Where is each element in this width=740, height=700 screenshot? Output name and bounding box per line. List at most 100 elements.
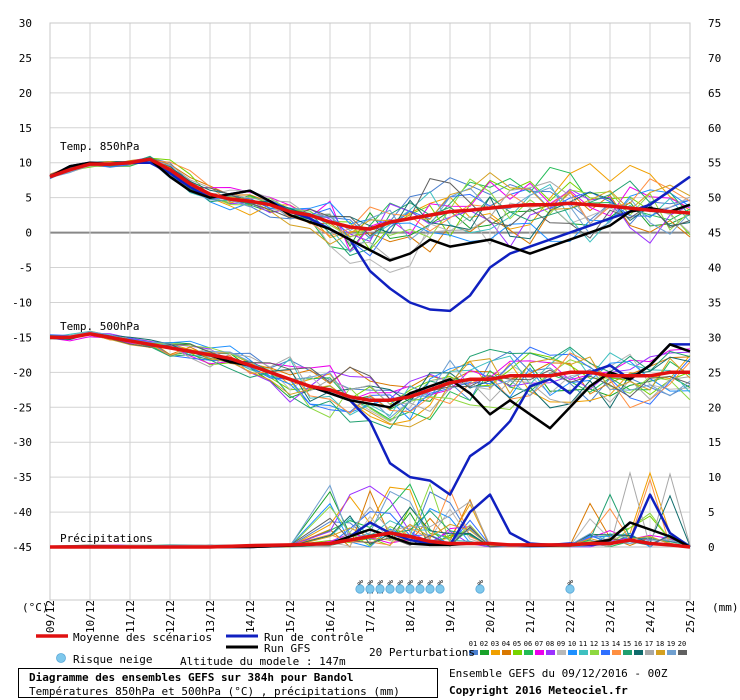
main-series — [49, 157, 691, 549]
perturbation-code: 08 — [546, 640, 554, 648]
perturbation-code: 17 — [645, 640, 653, 648]
snow-risk-row: 5%10%10%5%5%5%5%5%5%5%5% — [355, 580, 575, 594]
perturbation-code: 13 — [601, 640, 609, 648]
left-tick-label: -30 — [12, 436, 32, 449]
plot-frame — [49, 22, 691, 601]
right-tick-label: 10 — [708, 471, 721, 484]
perturbation-swatch — [612, 650, 621, 655]
panel-label: Temp. 850hPa — [60, 140, 139, 153]
mean-line-t500 — [50, 332, 690, 403]
left-tick-label: -20 — [12, 366, 32, 379]
perturbation-code: 02 — [480, 640, 488, 648]
perturbation-swatch — [524, 650, 533, 655]
snowflake-icon — [355, 584, 365, 594]
perturbation-code: 07 — [535, 640, 543, 648]
altitude-label: Altitude du modele : 147m — [180, 655, 346, 668]
perturbation-code: 11 — [579, 640, 587, 648]
left-tick-label: -35 — [12, 471, 32, 484]
date-label: 16/12 — [324, 600, 337, 633]
perturbation-swatch — [557, 650, 566, 655]
right-tick-label: 5 — [708, 506, 715, 519]
snowflake-icon — [475, 584, 485, 594]
perturbation-swatch — [546, 650, 555, 655]
right-tick-label: 65 — [708, 87, 721, 100]
perturbation-swatch — [645, 650, 654, 655]
panel-label: Précipitations — [60, 532, 153, 545]
date-label: 18/12 — [404, 600, 417, 633]
snowflake-icon — [365, 584, 375, 594]
right-tick-label: 70 — [708, 52, 721, 65]
snowflake-icon — [375, 584, 385, 594]
copyright-label: Copyright 2016 Meteociel.fr — [449, 684, 628, 697]
left-tick-label: -15 — [12, 331, 32, 344]
date-label: 09/12 — [44, 600, 57, 633]
date-label: 17/12 — [364, 600, 377, 633]
perturbations-label: 20 Perturbations — [369, 646, 475, 659]
gfs-run-line-t850 — [49, 157, 691, 262]
snowflake-icon — [425, 584, 435, 594]
snowflake-icon — [395, 584, 405, 594]
date-label: 25/12 — [684, 600, 697, 633]
perturbation-code: 20 — [678, 640, 686, 648]
footer-box: Diagramme des ensembles GEFS sur 384h po… — [18, 668, 438, 698]
date-label: 12/12 — [164, 600, 177, 633]
left-tick-label: 0 — [25, 227, 32, 240]
perturbation-code: 15 — [623, 640, 631, 648]
perturbation-swatch — [579, 650, 588, 655]
legend-snowflake-icon — [56, 653, 66, 663]
snowflake-icon — [405, 584, 415, 594]
left-tick-label: -40 — [12, 506, 32, 519]
perturbation-code: 12 — [590, 640, 598, 648]
date-label: 10/12 — [84, 600, 97, 633]
perturbation-code: 18 — [656, 640, 664, 648]
perturbation-swatch — [480, 650, 489, 655]
right-tick-label: 15 — [708, 436, 721, 449]
right-tick-label: 60 — [708, 122, 721, 135]
left-unit-label: (°C) — [22, 601, 49, 614]
ensemble-run-label: Ensemble GEFS du 09/12/2016 - 00Z — [449, 667, 668, 680]
perturbation-swatch — [601, 650, 610, 655]
date-label: 20/12 — [484, 600, 497, 633]
snowflake-icon — [435, 584, 445, 594]
perturbation-swatch — [634, 650, 643, 655]
perturbation-swatch — [513, 650, 522, 655]
chart-axes: 302520151050-5-10-15-20-25-30-35-40-4575… — [12, 17, 738, 633]
perturbation-swatch — [623, 650, 632, 655]
left-tick-label: -5 — [19, 262, 32, 275]
perturbation-swatch — [590, 650, 599, 655]
left-tick-label: 15 — [19, 122, 32, 135]
perturbation-code: 04 — [502, 640, 510, 648]
perturbation-swatch — [491, 650, 500, 655]
perturbation-line — [49, 334, 691, 422]
perturbation-code: 03 — [491, 640, 499, 648]
left-tick-label: 30 — [19, 17, 32, 30]
perturbation-code: 05 — [513, 640, 521, 648]
date-label: 15/12 — [284, 600, 297, 633]
legend-gfs-label: Run GFS — [264, 642, 311, 655]
right-tick-label: 20 — [708, 401, 721, 414]
legend-graphics: 01 02 03 04 05 06 07 08 09 10 11 12 13 14 15 16 17 18 19 20 — [36, 634, 687, 663]
perturbation-swatch — [678, 650, 687, 655]
perturbation-swatch — [469, 650, 478, 655]
mean-line-t850 — [49, 157, 691, 231]
panel-label: Temp. 500hPa — [60, 320, 139, 333]
perturbation-code: 16 — [634, 640, 642, 648]
right-tick-label: 35 — [708, 296, 721, 309]
right-tick-label: 50 — [708, 192, 721, 205]
left-tick-label: 25 — [19, 52, 32, 65]
date-label: 24/12 — [644, 600, 657, 633]
date-label: 14/12 — [244, 600, 257, 633]
perturbation-swatch — [535, 650, 544, 655]
perturbation-code: 01 — [469, 640, 477, 648]
mean-line-precip — [50, 531, 691, 549]
perturbation-swatch — [667, 650, 676, 655]
right-tick-label: 55 — [708, 157, 721, 170]
legend-snow-label: Risque neige — [73, 653, 153, 666]
left-tick-label: 20 — [19, 87, 32, 100]
left-tick-label: -25 — [12, 401, 32, 414]
date-label: 13/12 — [204, 600, 217, 633]
perturbation-code: 09 — [557, 640, 565, 648]
left-tick-label: 10 — [19, 157, 32, 170]
right-unit-label: (mm) — [712, 601, 739, 614]
